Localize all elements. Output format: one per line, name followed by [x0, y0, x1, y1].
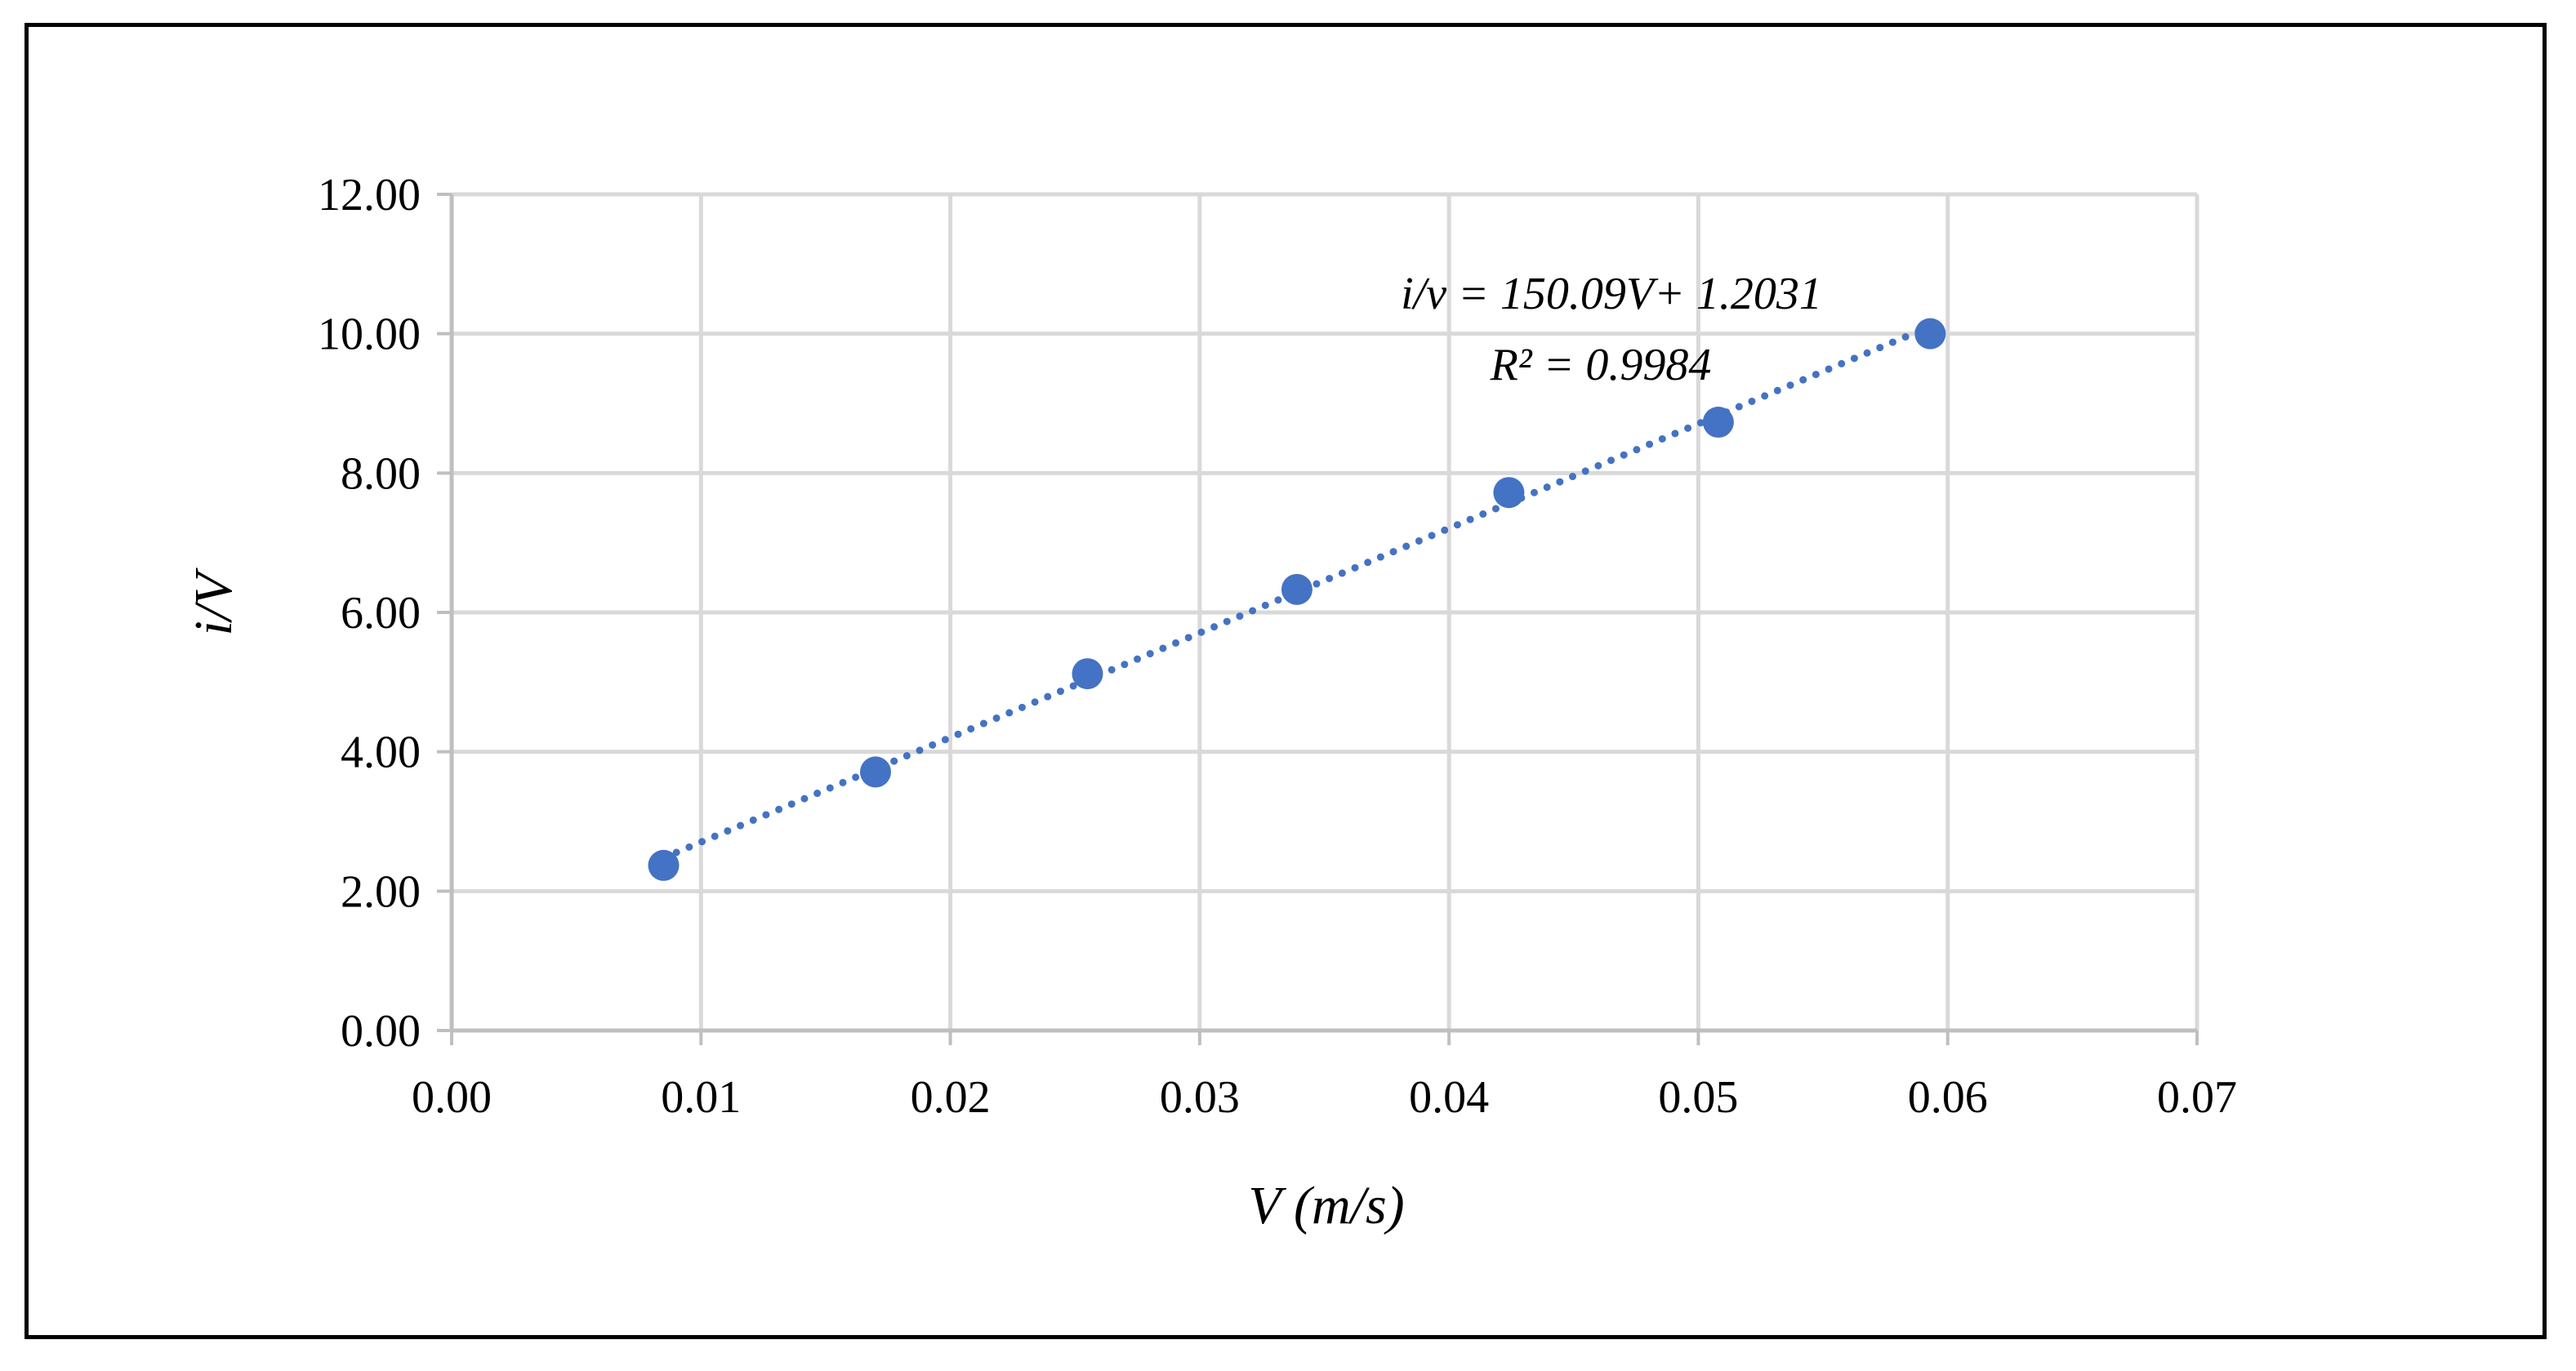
y-tick-label: 10.00: [318, 309, 421, 360]
tick-labels: 0.00 2.00 4.00 6.00 8.00 10.00 12.00 0.00 0.01 0.…: [318, 170, 2237, 1123]
y-axis-title: i/V: [184, 568, 243, 636]
data-point: [1281, 573, 1313, 605]
data-points: [648, 318, 1946, 881]
x-axis-title: V (m/s): [1248, 1176, 1404, 1235]
x-tick-label: 0.01: [661, 1072, 741, 1123]
y-tick-label: 6.00: [341, 588, 421, 639]
gridlines: [452, 192, 2199, 1030]
data-point: [859, 756, 891, 788]
data-point: [1493, 477, 1525, 509]
x-tick-label: 0.05: [1658, 1072, 1738, 1123]
data-point: [1702, 407, 1734, 438]
data-point: [1072, 658, 1103, 690]
r-squared-label: R² = 0.9984: [1490, 340, 1712, 390]
x-tick-label: 0.00: [412, 1072, 492, 1123]
x-tick-label: 0.07: [2157, 1072, 2237, 1123]
x-tick-label: 0.04: [1409, 1072, 1489, 1123]
axes: [437, 193, 2199, 1045]
data-point: [1914, 318, 1946, 349]
y-tick-label: 4.00: [341, 728, 421, 778]
x-tick-label: 0.03: [1160, 1072, 1240, 1123]
y-tick-label: 2.00: [341, 866, 421, 917]
x-tick-label: 0.02: [911, 1072, 991, 1123]
chart-frame: [25, 23, 2547, 1339]
y-tick-label: 0.00: [341, 1006, 421, 1057]
trendline-equation: i/v = 150.09V+ 1.2031: [1401, 269, 1822, 319]
data-point: [648, 849, 680, 881]
y-tick-label: 8.00: [341, 448, 421, 499]
x-tick-label: 0.06: [1908, 1072, 1988, 1123]
y-tick-label: 12.00: [318, 170, 421, 220]
